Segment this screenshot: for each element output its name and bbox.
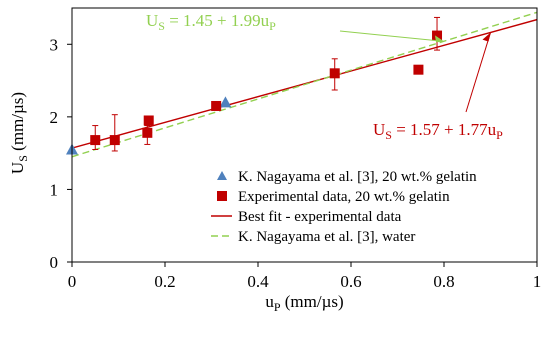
legend: K. Nagayama et al. [3], 20 wt.% gelatin E…: [211, 169, 477, 245]
y-tick-label: 0: [50, 253, 59, 272]
axes: 0 0.2 0.4 0.6 0.8 1 0 1 2 3 uP (mm/µs) US (mm/µs): [8, 7, 542, 314]
water-fit-equation-part: = 1.45 + 1.99u: [165, 11, 270, 30]
legend-label: Experimental data, 20 wt.% gelatin: [238, 189, 450, 205]
experimental-point: [432, 30, 443, 41]
y-axis-title: US (mm/µs): [8, 92, 30, 174]
water-fit-arrow: [339, 30, 445, 42]
exp-fit-equation: US = 1.57 + 1.77uP: [373, 120, 503, 142]
plot-area: [66, 11, 537, 158]
water-fit-equation: US = 1.45 + 1.99uP: [146, 11, 276, 33]
water-fit-equation-part: S: [158, 19, 165, 33]
y-tick-label: 1: [50, 180, 59, 199]
water-fit-equation-part: P: [269, 19, 276, 33]
exp-fit-equation-part: = 1.57 + 1.77u: [392, 120, 497, 139]
exp-fit-equation-part: U: [373, 120, 385, 139]
legend-marker-triangle: [217, 171, 227, 180]
exp-fit-arrow: [465, 32, 491, 113]
legend-label: Best fit - experimental data: [238, 209, 402, 225]
exp-fit-arrowhead: [482, 32, 491, 42]
experimental-point: [143, 115, 154, 126]
experimental-point: [142, 127, 153, 138]
experimental-point: [413, 64, 424, 75]
legend-label: K. Nagayama et al. [3], water: [238, 229, 415, 245]
x-tick-label: 0.2: [154, 272, 175, 291]
x-tick-label: 1: [533, 272, 542, 291]
exp-fit-equation-part: P: [496, 128, 503, 142]
water-fit-equation-part: U: [146, 11, 158, 30]
plot-frame: [71, 7, 538, 263]
experimental-point: [109, 135, 120, 146]
x-tick-label: 0.4: [247, 272, 269, 291]
x-tick-label: 0.6: [340, 272, 361, 291]
legend-label: K. Nagayama et al. [3], 20 wt.% gelatin: [238, 169, 477, 185]
y-tick-label: 2: [50, 108, 59, 127]
experimental-point: [211, 100, 222, 111]
y-tick-label: 3: [50, 35, 59, 54]
nagayama-gelatin-point: [219, 96, 232, 108]
experimental-point: [90, 135, 101, 146]
x-tick-label: 0.8: [433, 272, 454, 291]
legend-marker-square: [217, 191, 227, 201]
exp-fit-equation-part: S: [385, 128, 392, 142]
water-fit-arrowhead: [435, 35, 444, 43]
x-axis-title: uP (mm/µs): [265, 292, 343, 314]
x-tick-label: 0: [68, 272, 77, 291]
experimental-point: [329, 68, 340, 79]
